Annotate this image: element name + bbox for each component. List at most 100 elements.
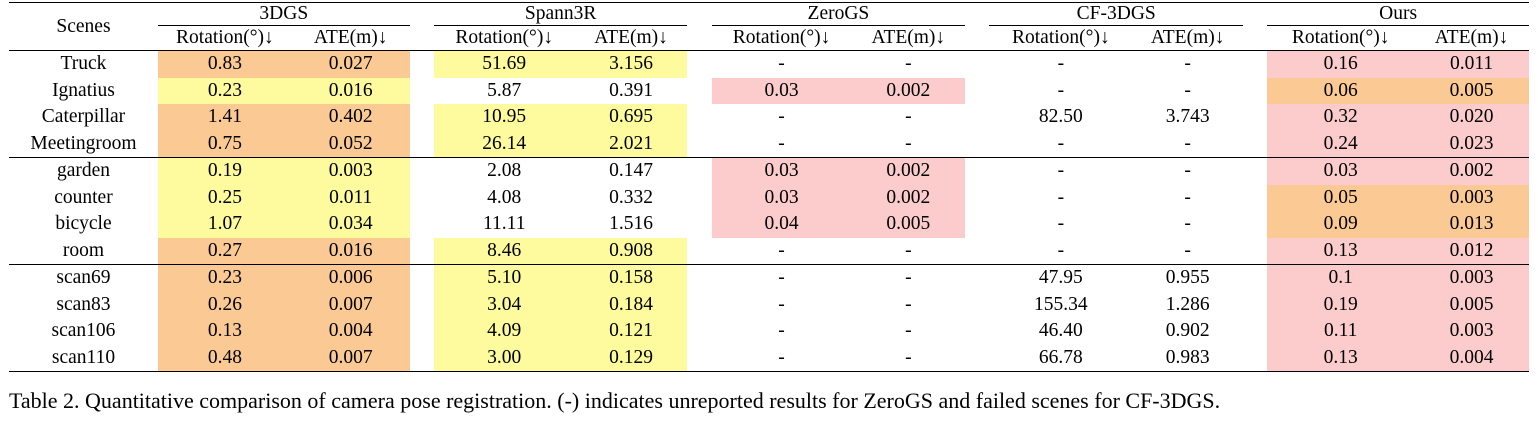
scene-name-cell: Caterpillar xyxy=(41,106,126,128)
rotation-value-cell: 0.06 xyxy=(1267,77,1415,104)
rotation-value-cell: 0.26 xyxy=(157,291,292,318)
rotation-value-cell: 26.14 xyxy=(433,130,575,158)
ate-value-cell: 0.955 xyxy=(1132,264,1244,292)
ate-value-cell: 0.983 xyxy=(1132,344,1244,372)
rotation-header: Rotation(°)↓ xyxy=(433,25,575,51)
column-gap xyxy=(687,292,711,319)
ate-value-cell: - xyxy=(905,320,912,342)
rotation-value-cell: 2.08 xyxy=(433,157,575,185)
column-gap xyxy=(965,292,989,319)
table-body: Truck 0.83 0.027 51.69 3.156- - - -0.16 0.011 Ign… xyxy=(9,50,1529,372)
rotation-value-cell: - xyxy=(1057,213,1065,235)
scene-name-cell: garden xyxy=(9,157,158,185)
column-gap xyxy=(965,211,989,238)
ate-value-cell: 0.002 xyxy=(851,184,966,211)
rotation-value-cell: 0.05 xyxy=(1267,184,1415,211)
rotation-value-cell: 0.13 xyxy=(1267,237,1415,265)
column-gap xyxy=(410,51,434,78)
rotation-value-cell: 0.75 xyxy=(157,130,292,158)
rotation-value-cell: 0.25 xyxy=(157,184,292,211)
rotation-value-cell: 0.03 xyxy=(711,77,852,104)
table-row: counter 0.25 0.011 4.08 0.332 0.03 0.002 - - 0.05… xyxy=(9,184,1529,212)
ate-header: ATE(m)↓ xyxy=(1132,25,1244,51)
rotation-value-cell: 4.08 xyxy=(487,186,522,208)
rotation-value-cell: 3.00 xyxy=(433,344,575,372)
column-gap xyxy=(687,131,711,158)
ate-value-cell: 0.004 xyxy=(291,318,410,345)
rotation-value-cell: - xyxy=(1057,186,1065,208)
method-header-ours: Ours xyxy=(1267,2,1529,26)
ate-value-cell: 0.034 xyxy=(291,211,410,238)
column-gap xyxy=(1243,131,1267,158)
column-gap xyxy=(687,318,711,345)
table-caption: Table 2. Quantitative comparison of came… xyxy=(9,388,1221,413)
table-row: Ignatius 0.23 0.016 5.87 0.391 0.03 0.002 - - 0.0… xyxy=(9,77,1529,105)
rotation-value-cell: - xyxy=(1057,239,1065,261)
column-gap xyxy=(687,51,711,78)
column-gap xyxy=(1243,185,1267,212)
scene-name-cell: bicycle xyxy=(55,213,112,235)
rotation-value-cell: 0.13 xyxy=(1267,344,1415,372)
ate-value-cell: 0.016 xyxy=(291,77,410,104)
scene-name-cell: Meetingroom xyxy=(30,132,137,154)
column-gap xyxy=(965,51,989,78)
scenes-header: Scenes xyxy=(9,2,158,51)
column-gap xyxy=(409,264,434,292)
column-gap xyxy=(965,78,989,105)
rotation-value-cell: 0.27 xyxy=(157,237,292,265)
ate-value-cell: 0.023 xyxy=(1414,130,1529,158)
ate-value-cell: 0.007 xyxy=(291,291,410,318)
column-gap xyxy=(687,344,712,372)
ate-value-cell: 2.021 xyxy=(574,130,688,158)
ate-header: ATE(m)↓ xyxy=(851,25,966,51)
rotation-value-cell: 8.46 xyxy=(433,237,575,265)
rotation-value-cell: - xyxy=(778,53,785,75)
column-gap xyxy=(687,238,711,265)
rotation-value-cell: 0.1 xyxy=(1267,264,1415,292)
table-row: Meetingroom 0.75 0.052 26.14 2.021 - - - - 0.24 0.… xyxy=(9,130,1529,158)
column-gap xyxy=(410,292,434,319)
method-header-3dgs: 3DGS xyxy=(157,2,410,26)
rotation-value-cell: - xyxy=(778,320,785,342)
ate-value-cell: - xyxy=(905,293,912,315)
method-header-zerogs: ZeroGS xyxy=(711,2,966,26)
table-row: scan106 0.13 0.004 4.09 0.121 - - 46.40 0.902 0.1… xyxy=(9,318,1529,345)
table-row: bicycle 1.07 0.034 11.11 1.516 0.04 0.005 - - 0.0… xyxy=(9,211,1529,238)
rotation-value-cell: 0.32 xyxy=(1267,104,1415,131)
rotation-value-cell: 5.10 xyxy=(433,264,575,292)
rotation-value-cell: 5.87 xyxy=(487,79,522,101)
column-gap xyxy=(409,157,434,185)
rotation-value-cell: - xyxy=(989,157,1133,185)
rotation-value-cell: 0.03 xyxy=(711,157,852,185)
ate-value-cell: 0.332 xyxy=(609,186,653,208)
ate-value-cell: 0.007 xyxy=(291,344,410,372)
rotation-header: Rotation(°)↓ xyxy=(1267,25,1415,51)
ate-value-cell: - xyxy=(905,239,912,261)
column-gap xyxy=(965,131,989,158)
rotation-value-cell: 82.50 xyxy=(1038,106,1083,128)
column-gap xyxy=(687,185,711,212)
column-gap xyxy=(410,78,434,105)
table-row: Caterpillar 1.41 0.402 10.95 0.695 - - 82.50 3.7… xyxy=(9,104,1529,131)
column-gap xyxy=(687,211,711,238)
rotation-value-cell: 51.69 xyxy=(433,50,575,78)
ate-value-cell: - xyxy=(1184,79,1191,101)
table-row: garden 0.19 0.003 2.08 0.147 0.03 0.002- -0.03 0… xyxy=(9,157,1529,185)
column-gap xyxy=(410,211,434,238)
rotation-value-cell: 0.24 xyxy=(1267,130,1415,158)
ate-value-cell: - xyxy=(905,53,912,75)
column-gap xyxy=(1243,318,1267,345)
rotation-value-cell: - xyxy=(711,264,852,292)
ate-value-cell: - xyxy=(1184,53,1191,75)
column-gap xyxy=(1243,78,1267,105)
scene-name-cell: scan83 xyxy=(56,293,111,315)
ate-value-cell: 0.147 xyxy=(574,157,688,185)
ate-value-cell: - xyxy=(1184,239,1191,261)
ate-value-cell: 0.002 xyxy=(851,77,966,104)
column-gap xyxy=(965,238,989,265)
rotation-value-cell: - xyxy=(778,239,785,261)
table-row: scan69 0.23 0.006 5.10 0.158- -47.95 0.955 0.1 0… xyxy=(9,264,1529,292)
column-gap xyxy=(1243,157,1268,185)
ate-value-cell: 0.005 xyxy=(1414,291,1529,318)
rotation-value-cell: 155.34 xyxy=(1034,293,1088,315)
